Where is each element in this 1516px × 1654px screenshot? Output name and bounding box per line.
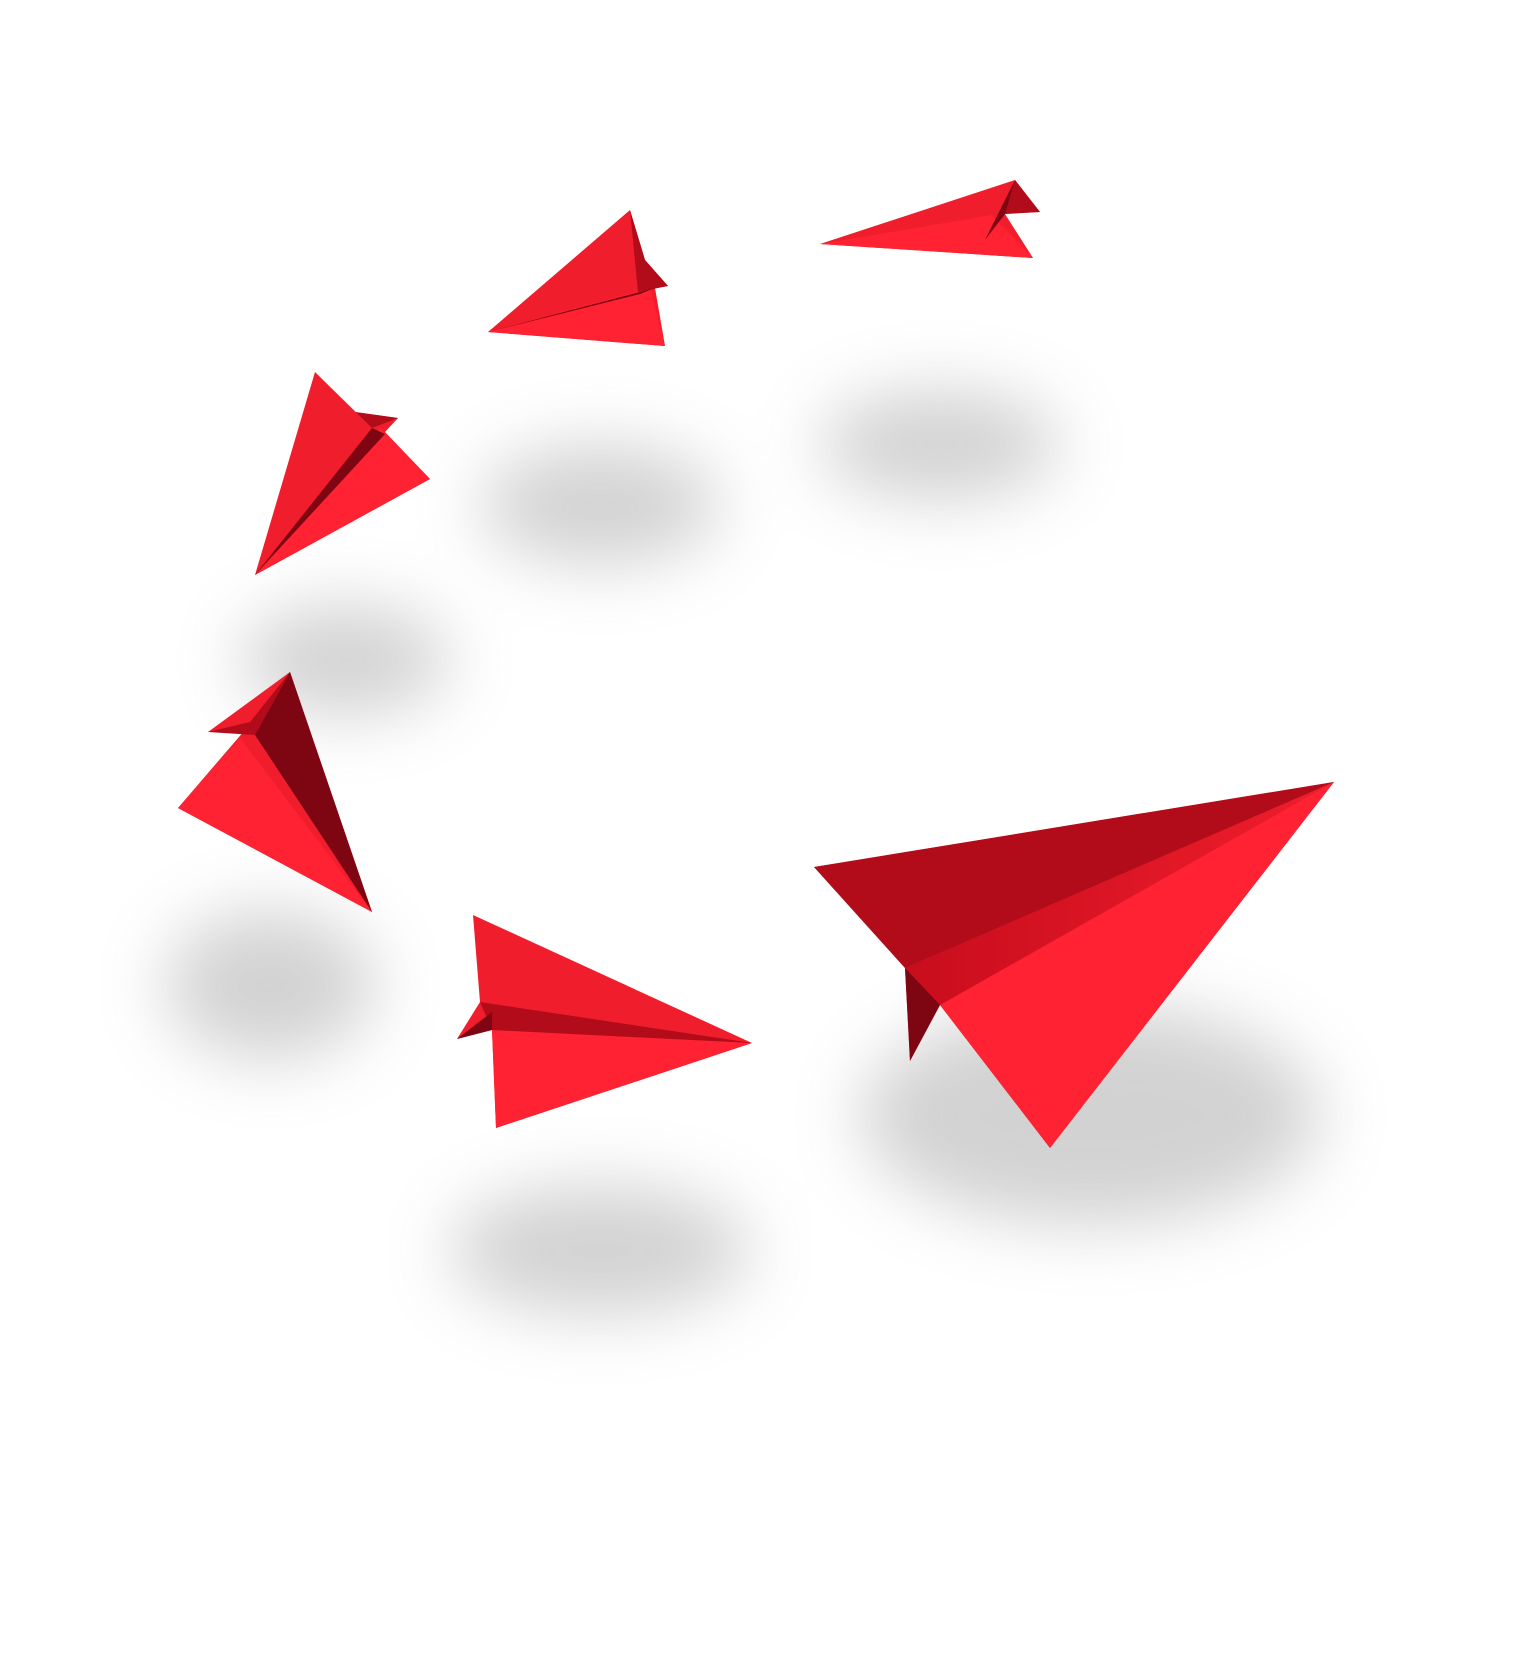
shadow-plane-top-center	[480, 445, 720, 565]
paper-airplane-upper-left	[255, 372, 430, 575]
shadow-plane-top-right	[820, 390, 1060, 500]
paper-airplane-lower-left	[178, 672, 372, 912]
paper-airplane-large	[814, 782, 1334, 1148]
shadow-plane-large-right	[860, 1005, 1320, 1225]
shadow-plane-lower-left	[165, 910, 375, 1060]
paper-airplane-bottom-center	[457, 915, 752, 1128]
paper-airplane-top-right	[820, 180, 1040, 258]
paper-airplane-top-center	[488, 210, 668, 346]
shadow-plane-bottom-center	[450, 1185, 750, 1315]
